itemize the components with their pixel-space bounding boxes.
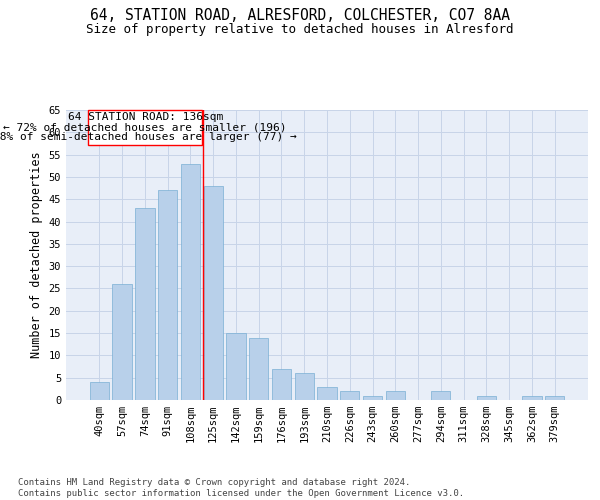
Bar <box>249 338 268 400</box>
Bar <box>90 382 109 400</box>
Bar <box>181 164 200 400</box>
Bar <box>272 369 291 400</box>
Bar <box>476 396 496 400</box>
Text: 64, STATION ROAD, ALRESFORD, COLCHESTER, CO7 8AA: 64, STATION ROAD, ALRESFORD, COLCHESTER,… <box>90 8 510 22</box>
Bar <box>226 333 245 400</box>
Bar <box>112 284 132 400</box>
Text: ← 72% of detached houses are smaller (196): ← 72% of detached houses are smaller (19… <box>4 122 287 132</box>
Y-axis label: Number of detached properties: Number of detached properties <box>30 152 43 358</box>
Bar <box>363 396 382 400</box>
Bar <box>522 396 542 400</box>
Bar <box>295 373 314 400</box>
Bar <box>203 186 223 400</box>
Bar <box>386 391 405 400</box>
Bar <box>545 396 564 400</box>
Text: Contains HM Land Registry data © Crown copyright and database right 2024.
Contai: Contains HM Land Registry data © Crown c… <box>18 478 464 498</box>
Text: 64 STATION ROAD: 136sqm: 64 STATION ROAD: 136sqm <box>68 112 223 122</box>
Text: 28% of semi-detached houses are larger (77) →: 28% of semi-detached houses are larger (… <box>0 132 297 142</box>
Bar <box>340 391 359 400</box>
Bar <box>158 190 178 400</box>
Bar <box>88 110 202 145</box>
Bar <box>135 208 155 400</box>
Bar <box>317 386 337 400</box>
Text: Size of property relative to detached houses in Alresford: Size of property relative to detached ho… <box>86 22 514 36</box>
Bar <box>431 391 451 400</box>
